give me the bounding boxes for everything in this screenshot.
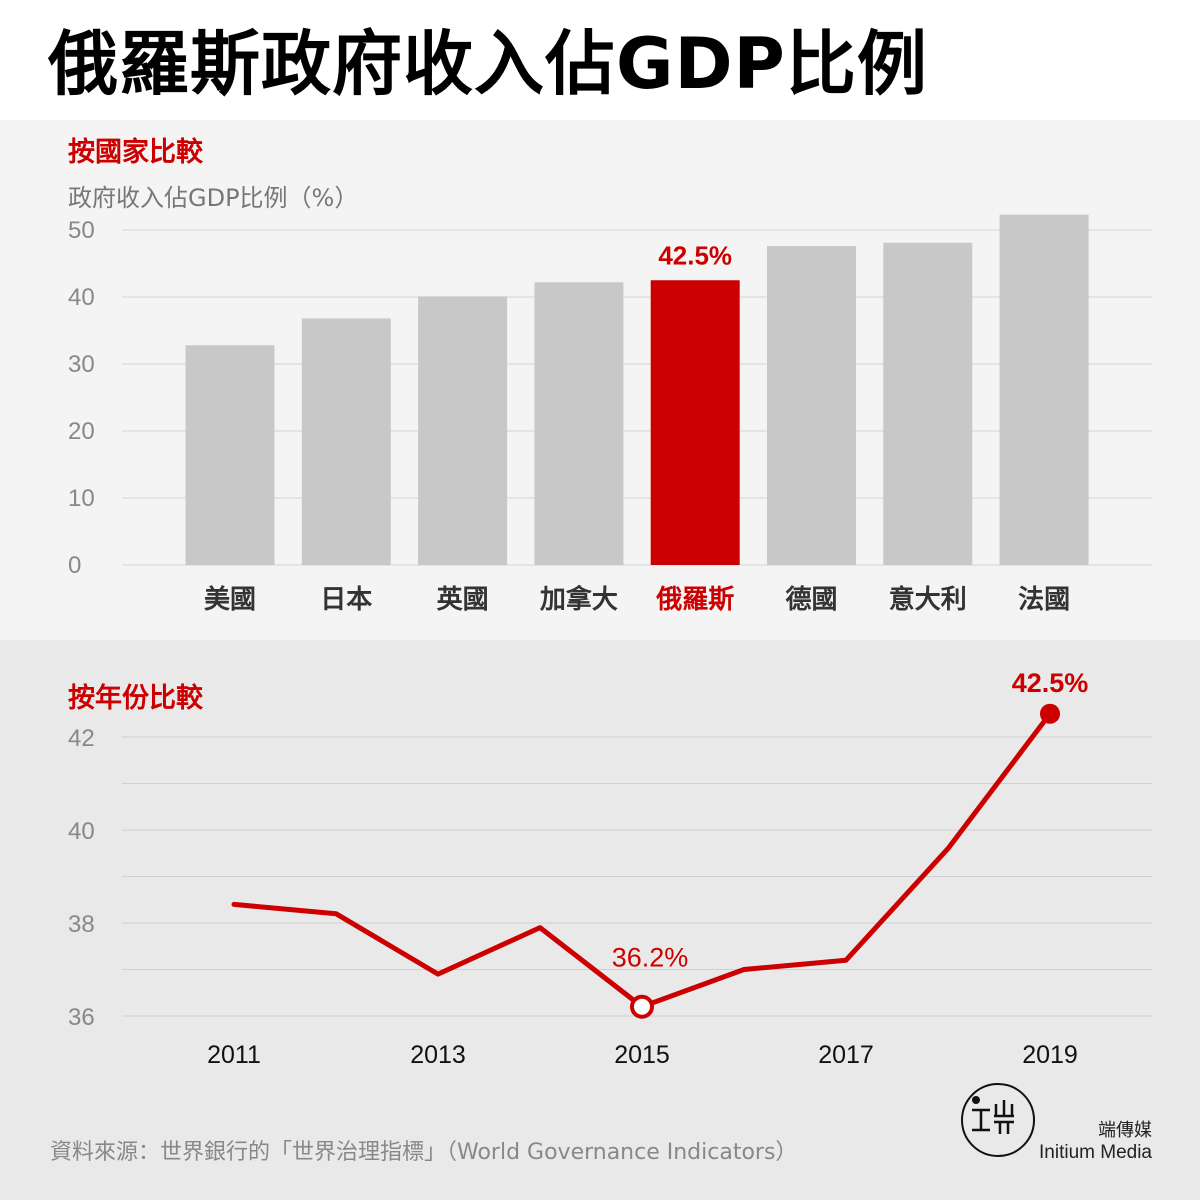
bar: [534, 282, 624, 565]
source-note: 資料來源：世界銀行的「世界治理指標」（World Governance Indi…: [50, 1140, 798, 1165]
line-y-tick-label: 40: [68, 818, 95, 845]
bar-category-label: 德國: [785, 584, 837, 614]
line-x-tick-label: 2015: [614, 1041, 670, 1069]
bar: [767, 246, 856, 565]
line-y-tick-label: 36: [68, 1004, 95, 1031]
line-chart: 36 38 40 42 2011 2013 2015 2017 2019 36.2% 42.5%: [68, 668, 1152, 1069]
bar-category-label: 意大利: [889, 584, 967, 614]
line-data-label: 42.5%: [1012, 668, 1089, 698]
bar-chart: 0 10 20 30 40 50 美國 日本 英國 加拿大 俄羅斯 42.5% 德國 意大利 法國: [68, 214, 1152, 614]
bar-category-label: 俄羅斯: [655, 584, 734, 614]
initium-logo-icon: [961, 1083, 1035, 1157]
bar: [185, 345, 275, 565]
brand-english-name: Initium Media: [1039, 1142, 1152, 1163]
bar-category-label: 日本: [320, 584, 372, 614]
bar: [883, 242, 973, 566]
year-comparison-panel: [0, 640, 1200, 1200]
bar-data-label: 42.5%: [658, 240, 732, 270]
line-point-marker: [630, 994, 654, 1019]
line-data-label: 36.2%: [612, 943, 689, 973]
bar-chart-title: 按國家比較: [68, 137, 203, 168]
line-x-tick-label: 2017: [818, 1041, 874, 1069]
brand-chinese-name: 端傳媒: [1098, 1120, 1152, 1141]
line-x-tick-label: 2019: [1022, 1041, 1078, 1069]
bar: [650, 280, 740, 565]
bar-y-tick-label: 30: [68, 351, 95, 378]
line-chart-title: 按年份比較: [68, 683, 203, 714]
line-x-tick-label: 2013: [410, 1041, 466, 1069]
line-point-marker: [1040, 703, 1060, 724]
bar: [999, 214, 1089, 565]
bar-chart-ylabel: 政府收入佔GDP比例（%）: [68, 184, 359, 212]
line-y-tick-label: 42: [68, 725, 95, 752]
bar-category-label: 加拿大: [540, 584, 618, 614]
bar-y-tick-label: 20: [68, 418, 95, 445]
line-y-tick-label: 38: [68, 911, 95, 938]
bar-y-tick-label: 50: [68, 217, 95, 244]
bar-category-label: 美國: [204, 584, 256, 614]
bar-category-label: 英國: [437, 584, 489, 614]
bar-category-label: 法國: [1018, 584, 1070, 614]
bar-y-tick-label: 0: [68, 552, 81, 579]
page-title: 俄羅斯政府收入佔GDP比例: [48, 23, 928, 105]
bar: [301, 318, 391, 565]
bar-y-tick-label: 10: [68, 485, 95, 512]
line-x-tick-label: 2011: [207, 1041, 261, 1069]
bar-y-tick-label: 40: [68, 284, 95, 311]
bar: [418, 296, 508, 565]
